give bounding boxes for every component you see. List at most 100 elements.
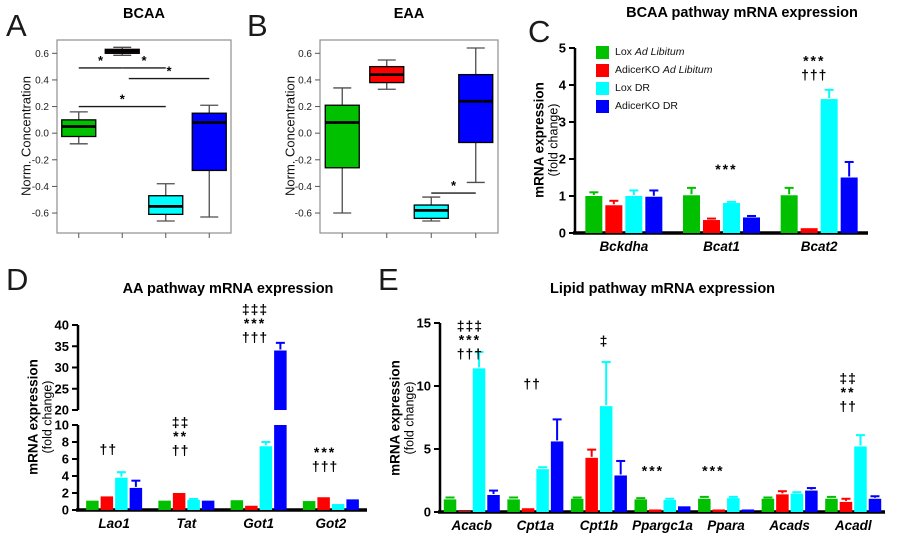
bar-red (172, 493, 186, 510)
sig-annotation: ‡‡‡ (242, 301, 268, 317)
bar-blue (550, 441, 564, 512)
bar-cyan (663, 500, 676, 512)
panel-a-title: BCAA (123, 6, 165, 22)
bar-green (302, 501, 316, 510)
legend-swatch-cyan (596, 82, 609, 95)
sig-star: * (451, 178, 457, 193)
sig-star: * (141, 53, 147, 68)
y-tick-label: 2 (62, 486, 69, 501)
bar-green (634, 499, 647, 512)
bar-red (317, 497, 330, 510)
plot-frame (319, 39, 499, 234)
legend-item: AdicerKO DR (596, 100, 712, 113)
sig-star: * (166, 64, 172, 79)
bar-green (780, 195, 798, 233)
bar-cyan (536, 469, 549, 512)
bar-green (230, 500, 244, 510)
sig-annotation: ††† (457, 345, 483, 361)
bar-green (761, 498, 775, 512)
bar-blue (868, 498, 882, 512)
bar-blue (741, 509, 755, 512)
bar-blue-lower (274, 425, 287, 510)
category-label: Bckdha (599, 239, 648, 254)
bar-red (100, 496, 114, 510)
y-tick-label: 0.2 (298, 102, 312, 113)
y-tick-label: 0.0 (298, 129, 312, 140)
y-tick-label: 10 (55, 418, 69, 433)
y-tick-label: -0.4 (32, 182, 50, 193)
y-tick-label: -0.2 (32, 155, 50, 166)
panel-d-title: AA pathway mRNA expression (122, 281, 334, 297)
bar-blue (201, 500, 215, 510)
y-tick-label: 2 (559, 152, 566, 167)
legend-label: AdicerKO DR (615, 100, 679, 113)
bar-green (507, 499, 520, 512)
legend-item: AdicerKO Ad Libitum (596, 64, 712, 77)
panel-d: D AA pathway mRNA expression mRNA expres… (0, 262, 390, 555)
y-tick-label: -0.6 (295, 209, 313, 220)
panel-a: A BCAA Norm. Concentration -0.6 -0.4 -0.2 0… (0, 0, 250, 262)
category-label: Cpt1a (517, 518, 555, 533)
sig-star: * (98, 53, 104, 68)
y-tick-label: -0.2 (295, 155, 313, 166)
bar-blue (645, 196, 663, 233)
legend-label: AdicerKO Ad Libitum (615, 64, 713, 77)
bar-green (825, 498, 838, 512)
legend: Lox Ad Libitum AdicerKO Ad Libitum Lox DR A… (596, 46, 712, 113)
bar-red (245, 505, 258, 510)
sig-annotation: †† (523, 376, 541, 392)
sig-annotation: ** (841, 384, 856, 400)
bar-red (712, 509, 726, 512)
legend-swatch-green (596, 46, 609, 59)
y-tick-label: 4 (559, 78, 567, 93)
category-label: Tat (177, 516, 197, 531)
sig-annotation: *** (314, 444, 336, 460)
category-label: Acadl (834, 518, 872, 533)
category-label: Cpt1b (580, 518, 618, 533)
bar-green (443, 499, 457, 512)
bar-blue (614, 475, 627, 512)
panel-b-letter: B (247, 8, 268, 43)
bar-green (570, 498, 584, 512)
sig-annotation: *** (459, 331, 481, 347)
sig-annotation: ‡‡ (839, 370, 857, 386)
panel-e-title: Lipid pathway mRNA expression (549, 281, 776, 297)
y-tick-label: 1 (559, 189, 566, 204)
y-tick-label: 3 (559, 115, 566, 130)
y-tick-label: 0 (424, 505, 431, 520)
panel-b-title: EAA (393, 6, 425, 22)
y-tick-label: -0.6 (32, 209, 50, 220)
bar-red (458, 511, 471, 512)
y-tick-label: 6 (62, 452, 69, 467)
bar-red (521, 508, 535, 512)
y-tick-label: 40 (55, 318, 69, 333)
y-tick-label: 15 (417, 316, 431, 331)
sig-annotation: *** (702, 462, 724, 478)
y-tick-label: 0 (62, 503, 69, 518)
category-label: Ppargc1a (632, 518, 693, 533)
box-green (61, 119, 97, 138)
plot-frame (56, 39, 232, 234)
bar-red (800, 228, 818, 233)
bar-cyan (723, 203, 740, 233)
bar-blue (743, 217, 760, 233)
legend-swatch-blue (596, 100, 609, 113)
panel-b: B EAA Norm. Concentration -0.6 -0.4 -0.2 0.… (240, 0, 520, 262)
category-label: Got2 (315, 516, 346, 531)
panel-e: E Lipid pathway mRNA expression mRNA exp… (370, 262, 900, 555)
panel-e-letter: E (378, 262, 399, 297)
sig-annotation: ‡ (600, 333, 609, 349)
category-label: Acacb (451, 518, 493, 533)
bar-blue (129, 487, 143, 510)
bar-red (776, 494, 789, 512)
legend-label: Lox Ad Libitum (615, 46, 685, 59)
bar-green (698, 498, 711, 512)
bar-red (649, 509, 662, 512)
y-tick-label: 8 (62, 435, 69, 450)
panel-c-title: BCAA pathway mRNA expression (626, 5, 858, 21)
bar-cyan (115, 477, 128, 510)
legend-item: Lox Ad Libitum (596, 46, 712, 59)
legend-swatch-red (596, 64, 609, 77)
